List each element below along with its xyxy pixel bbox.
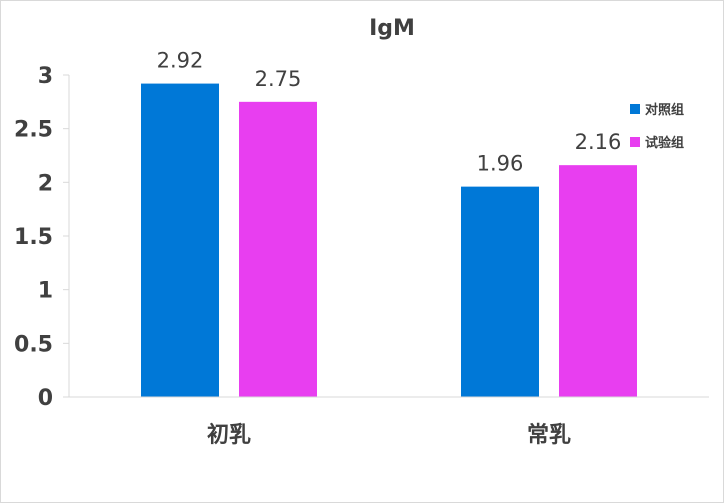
- data-label: 2.75: [255, 67, 302, 91]
- y-tick-label: 0: [38, 386, 53, 411]
- legend-swatch: [630, 104, 640, 114]
- y-tick-label: 3: [38, 64, 53, 89]
- bar: [559, 165, 637, 397]
- x-tick-label: 初乳: [207, 422, 251, 448]
- data-label: 1.96: [477, 152, 524, 176]
- y-tick-label: 1.5: [14, 225, 53, 250]
- chart-title: IgM: [369, 16, 415, 41]
- y-tick-label: 0.5: [14, 332, 53, 357]
- bar: [239, 101, 317, 397]
- legend-label: 试验组: [645, 135, 684, 151]
- y-tick-label: 2.5: [14, 118, 53, 143]
- data-label: 2.16: [575, 130, 622, 154]
- bar: [141, 83, 219, 397]
- data-label: 2.92: [157, 49, 204, 73]
- legend-label: 对照组: [645, 102, 684, 118]
- y-tick-label: 1: [38, 279, 53, 304]
- x-tick-label: 常乳: [527, 422, 571, 448]
- bar: [461, 186, 539, 397]
- bars: 2.92 2.75 1.96 2.16: [141, 49, 637, 397]
- legend-swatch: [630, 137, 640, 147]
- y-axis: 0 0.5 1 1.5 2 2.5 3: [14, 64, 70, 411]
- x-axis: 初乳 常乳: [69, 396, 709, 448]
- y-tick-label: 2: [38, 171, 53, 196]
